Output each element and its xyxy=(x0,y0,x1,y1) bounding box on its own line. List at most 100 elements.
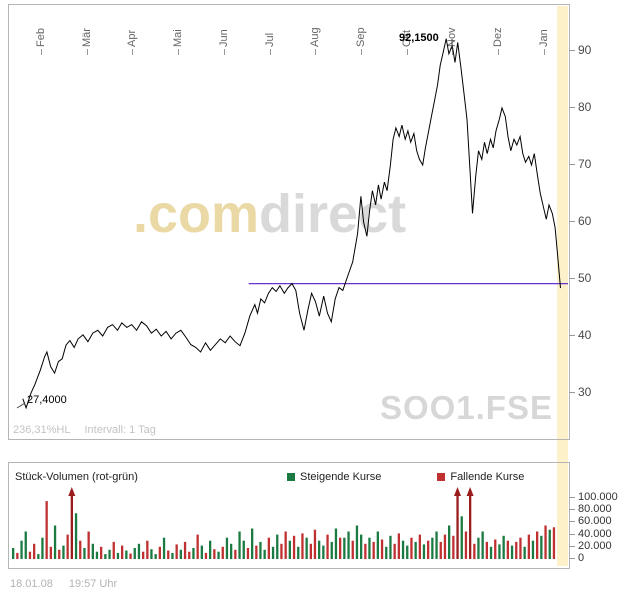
volume-bar xyxy=(536,531,539,559)
volume-bar xyxy=(393,543,396,560)
volume-bar xyxy=(280,543,283,560)
volume-legend: Steigende Kurse Fallende Kurse xyxy=(287,471,524,483)
x-tick xyxy=(223,49,225,55)
volume-bar xyxy=(506,540,509,559)
volume-bar xyxy=(431,537,434,559)
x-tick xyxy=(86,49,88,55)
volume-bar xyxy=(531,540,535,559)
volume-bar xyxy=(527,534,530,559)
volume-bar xyxy=(313,529,317,559)
price-y-tick-label: 50 xyxy=(578,271,592,285)
volume-bar xyxy=(183,541,187,559)
volume-bar xyxy=(422,544,426,559)
volume-bar xyxy=(129,553,132,559)
price-chart-panel: .comdirect SOO1.FSE Feb Mär Apr Mai Jun Jul Au… xyxy=(8,4,570,440)
volume-bar xyxy=(376,531,379,559)
volume-bar xyxy=(502,535,505,559)
volume-y-tick-label: 20.000 xyxy=(578,539,612,552)
volume-bar xyxy=(494,539,497,559)
volume-bar xyxy=(204,552,208,559)
volume-bar xyxy=(519,537,522,559)
volume-spike-arrow-icon xyxy=(68,487,76,496)
volume-bar xyxy=(309,543,312,560)
volume-bar xyxy=(221,546,224,559)
volume-bar xyxy=(167,550,170,559)
rising-swatch xyxy=(287,473,295,481)
volume-bar xyxy=(91,543,94,560)
volume-bar xyxy=(175,544,178,559)
volume-bar xyxy=(12,548,15,559)
volume-bar xyxy=(24,531,27,559)
volume-bar xyxy=(292,535,296,559)
price-y-tick-label: 60 xyxy=(578,214,592,228)
date-label: 18.01.08 xyxy=(10,578,53,590)
volume-bar xyxy=(469,493,472,559)
volume-bar xyxy=(33,543,36,560)
volume-bar xyxy=(414,541,417,559)
x-tick xyxy=(269,49,271,55)
falling-swatch xyxy=(437,473,446,481)
volume-bar xyxy=(255,545,258,559)
volume-bar xyxy=(188,551,191,559)
volume-bar xyxy=(443,534,447,559)
price-y-tick-label: 70 xyxy=(578,157,592,171)
price-chart-svg xyxy=(16,38,568,410)
volume-bar xyxy=(267,537,270,559)
volume-bar xyxy=(322,545,325,559)
volume-bar xyxy=(339,537,342,559)
volume-bar xyxy=(410,537,413,559)
volume-bar xyxy=(355,525,359,559)
volume-bar xyxy=(389,535,392,559)
price-line xyxy=(22,38,561,410)
legend-item-falling: Fallende Kurse xyxy=(437,471,524,483)
volume-bar xyxy=(523,546,526,559)
volume-bar xyxy=(150,549,153,559)
volume-spike-arrow-icon xyxy=(466,487,474,496)
volume-bar xyxy=(351,540,354,559)
volume-bar xyxy=(251,528,254,559)
volume-bar xyxy=(477,537,480,559)
volume-y-tick xyxy=(569,545,575,547)
volume-bar xyxy=(217,551,220,559)
volume-bar xyxy=(284,531,287,559)
volume-bar xyxy=(230,543,233,560)
volume-y-tick xyxy=(569,521,575,523)
volume-bar xyxy=(100,546,103,559)
volume-bar xyxy=(62,545,65,559)
price-y-tick-label: 30 xyxy=(578,385,592,399)
price-y-tick xyxy=(569,335,575,336)
volume-bar xyxy=(45,501,48,559)
volume-bar xyxy=(53,525,57,559)
volume-bar xyxy=(171,552,174,559)
volume-bar xyxy=(343,537,346,559)
volume-bar xyxy=(16,552,19,559)
price-y-axis: 90 80 70 60 50 40 30 xyxy=(569,4,633,440)
volume-bar xyxy=(213,549,216,559)
volume-bar xyxy=(158,546,161,559)
x-tick xyxy=(41,49,42,55)
x-axis-month-labels: Feb Mär Apr Mai Jun Jul Aug Sep Okt Nov Dez Jan xyxy=(9,5,569,65)
chart-meta-labels: 236,31%HL Intervall: 1 Tag xyxy=(13,424,156,436)
volume-bar xyxy=(368,537,371,559)
volume-y-tick-label: 0 xyxy=(578,552,585,564)
price-y-tick-label: 80 xyxy=(578,100,592,114)
volume-bar xyxy=(28,551,32,559)
price-y-tick xyxy=(569,278,575,279)
volume-bar xyxy=(37,554,40,559)
volume-bar xyxy=(112,541,115,559)
volume-bar xyxy=(485,541,488,559)
volume-bar xyxy=(234,549,237,559)
volume-bar xyxy=(142,551,145,559)
volume-bar xyxy=(242,540,245,559)
x-tick xyxy=(360,49,362,55)
timestamp-footer: 18.01.08 19:57 Uhr xyxy=(10,578,117,590)
time-label: 19:57 Uhr xyxy=(68,578,118,590)
x-tick xyxy=(315,49,317,55)
volume-bar xyxy=(196,534,199,559)
volume-bar xyxy=(305,537,308,559)
volume-bar xyxy=(385,546,388,559)
volume-bar xyxy=(489,546,493,559)
volume-bar xyxy=(121,545,124,559)
volume-bar xyxy=(552,527,556,559)
volume-bar xyxy=(87,531,90,559)
